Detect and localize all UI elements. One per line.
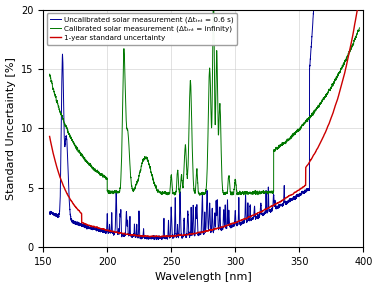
Uncalibrated solar measurement (Δtₜₙₜ = 0.6 s): [160, 238, 164, 241]
1-year standard uncertainty: [231, 222, 235, 225]
Calibrated solar measurement (Δtₜₙₜ = infinity): [47, 73, 52, 76]
Uncalibrated solar measurement (Δtₜₙₜ = 0.6 s): [294, 196, 298, 200]
Uncalibrated solar measurement (Δtₜₙₜ = 0.6 s): [231, 224, 235, 228]
Calibrated solar measurement (Δtₜₙₜ = infinity): [198, 194, 202, 197]
1-year standard uncertainty: [277, 200, 282, 204]
1-year standard uncertainty: [160, 235, 164, 238]
Y-axis label: Standard Uncertainty [%]: Standard Uncertainty [%]: [6, 57, 15, 200]
1-year standard uncertainty: [244, 217, 249, 220]
1-year standard uncertainty: [294, 190, 298, 194]
Calibrated solar measurement (Δtₜₙₜ = infinity): [63, 124, 67, 128]
Uncalibrated solar measurement (Δtₜₙₜ = 0.6 s): [47, 211, 52, 215]
Calibrated solar measurement (Δtₜₙₜ = infinity): [211, 8, 215, 11]
1-year standard uncertainty: [357, 8, 362, 11]
Legend: Uncalibrated solar measurement (Δtₜₙₜ = 0.6 s), Calibrated solar measurement (Δt: Uncalibrated solar measurement (Δtₜₙₜ = …: [47, 13, 237, 45]
Calibrated solar measurement (Δtₜₙₜ = infinity): [277, 144, 282, 148]
Uncalibrated solar measurement (Δtₜₙₜ = 0.6 s): [155, 238, 159, 241]
1-year standard uncertainty: [147, 235, 152, 238]
1-year standard uncertainty: [47, 135, 52, 138]
Line: Uncalibrated solar measurement (Δtₜₙₜ = 0.6 s): Uncalibrated solar measurement (Δtₜₙₜ = …: [50, 10, 359, 240]
Uncalibrated solar measurement (Δtₜₙₜ = 0.6 s): [277, 206, 282, 209]
Uncalibrated solar measurement (Δtₜₙₜ = 0.6 s): [357, 8, 362, 11]
Calibrated solar measurement (Δtₜₙₜ = infinity): [231, 191, 235, 194]
1-year standard uncertainty: [355, 8, 359, 11]
Calibrated solar measurement (Δtₜₙₜ = infinity): [160, 193, 164, 196]
Calibrated solar measurement (Δtₜₙₜ = infinity): [294, 130, 298, 133]
Calibrated solar measurement (Δtₜₙₜ = infinity): [244, 190, 249, 194]
X-axis label: Wavelength [nm]: Wavelength [nm]: [155, 272, 252, 283]
Uncalibrated solar measurement (Δtₜₙₜ = 0.6 s): [63, 143, 67, 146]
Line: 1-year standard uncertainty: 1-year standard uncertainty: [50, 10, 359, 237]
1-year standard uncertainty: [63, 188, 67, 192]
Uncalibrated solar measurement (Δtₜₙₜ = 0.6 s): [244, 218, 249, 222]
Uncalibrated solar measurement (Δtₜₙₜ = 0.6 s): [311, 8, 316, 11]
Calibrated solar measurement (Δtₜₙₜ = infinity): [357, 26, 362, 30]
Line: Calibrated solar measurement (Δtₜₙₜ = infinity): Calibrated solar measurement (Δtₜₙₜ = in…: [50, 10, 359, 195]
